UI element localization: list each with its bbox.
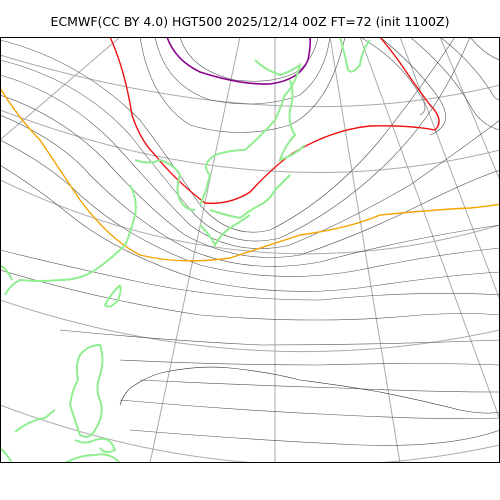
coastline-segment (199, 59, 302, 206)
coastline-segment (199, 214, 251, 248)
contour-line (129, 429, 500, 446)
contour-line (0, 114, 500, 267)
contour-line (409, 37, 500, 131)
coastline-segment (74, 437, 117, 454)
coastline-segment (64, 453, 121, 463)
meridian-line (329, 37, 401, 463)
parallel-line (0, 299, 500, 353)
contour-line (0, 249, 500, 301)
contour-line (469, 37, 500, 61)
contour-line (0, 269, 500, 321)
meridian-line (399, 37, 500, 301)
highlight-contour-orange (0, 87, 500, 262)
coastline (0, 37, 371, 463)
contour-line (154, 37, 331, 105)
contour-line (0, 37, 471, 242)
contour-line (439, 37, 500, 101)
coastline-segment (0, 447, 13, 463)
meridian-line (149, 37, 241, 463)
chart-title: ECMWF(CC BY 4.0) HGT500 2025/12/14 00Z F… (50, 14, 450, 29)
contour-line (0, 139, 500, 277)
parallel-line (0, 109, 500, 173)
meridian-line (359, 37, 500, 421)
coastline-segment (134, 158, 196, 211)
contour-line (59, 329, 500, 346)
parallel-line (0, 404, 500, 463)
contour-line (179, 37, 319, 82)
contour-line (119, 359, 500, 366)
coastline-segment (4, 184, 137, 296)
meridian-line (0, 37, 121, 141)
coastline-segment (103, 284, 122, 308)
coastline-segment (339, 37, 371, 73)
contour-line (379, 37, 446, 136)
geopotential-contours (0, 37, 500, 446)
contour-line (0, 164, 500, 292)
contour-line (0, 94, 500, 258)
contour-line (139, 379, 500, 393)
coastline-segment (14, 409, 56, 433)
contour-line (119, 399, 500, 419)
highlight-contour-purple (166, 37, 312, 85)
contour-line (0, 74, 500, 249)
coastline-dark (119, 366, 500, 414)
contour-line (359, 37, 426, 116)
contour-line (139, 37, 346, 133)
coastline-segment (278, 79, 306, 162)
coastline-segment (68, 343, 104, 438)
coastline-segment (209, 174, 291, 220)
coastline-segment (0, 264, 13, 281)
meridian-line (439, 37, 500, 181)
contour-line (0, 37, 456, 233)
